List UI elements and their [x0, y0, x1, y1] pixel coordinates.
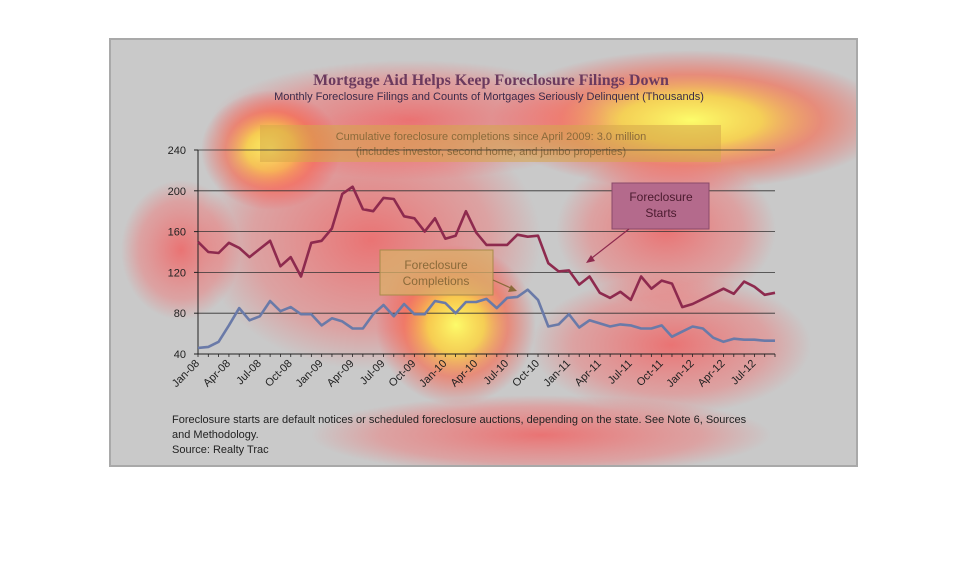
completions-label-box: Foreclosure Completions: [379, 249, 517, 296]
x-tick-label-Oct-08: Oct-08: [263, 358, 295, 390]
chart-canvas: Mortgage Aid Helps Keep Foreclosure Fili…: [121, 50, 856, 465]
chart-frame: Mortgage Aid Helps Keep Foreclosure Fili…: [109, 38, 858, 467]
y-tick-label-240: 240: [168, 145, 186, 157]
completions-label-line-2: Completions: [403, 274, 470, 288]
chart-title: Mortgage Aid Helps Keep Foreclosure Fili…: [313, 72, 669, 89]
annotation-line-1: Cumulative foreclosure completions since…: [336, 131, 647, 143]
annotation-box: Cumulative foreclosure completions since…: [260, 125, 721, 162]
annotation-line-2: (includes investor, second home, and jum…: [356, 146, 626, 158]
footnote-source: Source: Realty Trac: [172, 444, 269, 456]
x-tick-label-Apr-08: Apr-08: [201, 358, 233, 390]
series-line-foreclosure-completions: [197, 288, 775, 350]
completions-arrow-head: [508, 285, 517, 292]
starts-arrow-head: [586, 255, 595, 263]
y-tick-label-40: 40: [174, 349, 186, 361]
y-tick-label-200: 200: [168, 186, 186, 198]
starts-label-line-1: Foreclosure: [629, 190, 693, 204]
x-tick-label-Jan-09: Jan-09: [293, 358, 325, 390]
heatmap-overlay: [121, 50, 856, 465]
starts-label-line-2: Starts: [645, 206, 676, 220]
y-tick-label-120: 120: [168, 267, 186, 279]
x-tick-label-Jul-08: Jul-08: [234, 358, 264, 388]
starts-label-box: Foreclosure Starts: [586, 182, 710, 263]
series-lines: [197, 185, 776, 350]
completions-label-line-1: Foreclosure: [404, 258, 468, 272]
footnote-line-2: and Methodology.: [172, 429, 259, 441]
starts-arrow-line: [587, 228, 630, 262]
y-tick-label-80: 80: [174, 308, 186, 320]
series-line-foreclosure-starts: [197, 185, 776, 309]
chart-subtitle: Monthly Foreclosure Filings and Counts o…: [274, 91, 704, 103]
completions-arrow-line: [492, 279, 514, 290]
y-axis-ticks: 40 80 120 160 200 240: [168, 145, 198, 361]
x-tick-label-Jan-08: Jan-08: [170, 358, 202, 390]
footnote-line-1: Foreclosure starts are default notices o…: [172, 414, 747, 426]
y-tick-label-160: 160: [168, 227, 186, 239]
